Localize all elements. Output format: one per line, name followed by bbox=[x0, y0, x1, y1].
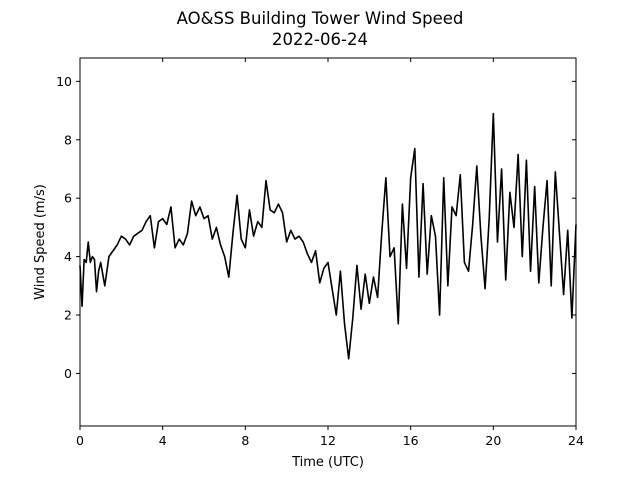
wind-speed-line bbox=[79, 112, 577, 360]
x-tick-label: 8 bbox=[241, 433, 249, 448]
y-axis: 0 2 4 6 8 10 bbox=[56, 74, 576, 381]
y-tick-label: 4 bbox=[64, 249, 72, 264]
y-tick-label: 2 bbox=[64, 308, 72, 323]
y-axis-label: Wind Speed (m/s) bbox=[33, 184, 48, 300]
y-tick-label: 6 bbox=[64, 191, 72, 206]
x-tick-label: 16 bbox=[403, 433, 419, 448]
x-tick-label: 24 bbox=[568, 433, 584, 448]
y-tick-label: 10 bbox=[56, 74, 72, 89]
x-tick-label: 20 bbox=[485, 433, 501, 448]
chart-subtitle: 2022-06-24 bbox=[272, 30, 368, 49]
x-tick-label: 0 bbox=[76, 433, 84, 448]
y-tick-label: 8 bbox=[64, 132, 72, 147]
x-tick-label: 12 bbox=[320, 433, 336, 448]
x-axis: 0 4 8 12 16 20 24 bbox=[76, 58, 584, 448]
y-tick-label: 0 bbox=[64, 366, 72, 381]
chart-title: AO&SS Building Tower Wind Speed bbox=[177, 9, 464, 28]
x-tick-label: 4 bbox=[159, 433, 167, 448]
x-axis-label: Time (UTC) bbox=[291, 455, 364, 470]
